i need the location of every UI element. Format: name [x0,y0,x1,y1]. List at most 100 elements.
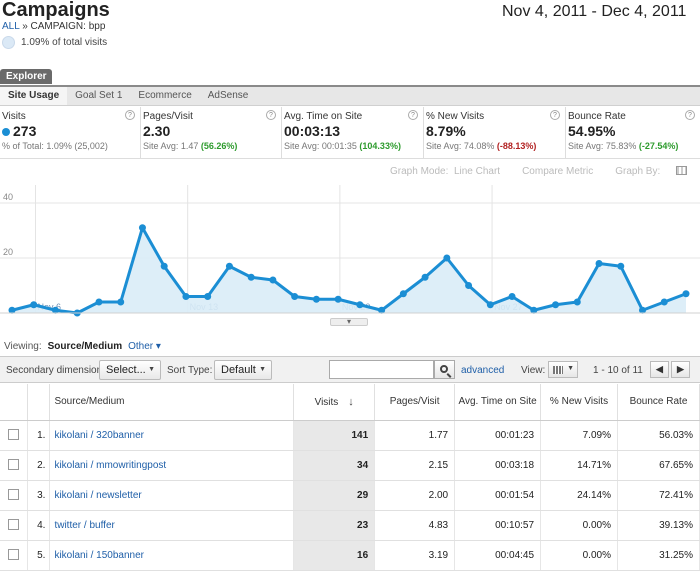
scorecard-value: 00:03:13 [284,123,341,139]
page-title: Campaigns [2,0,110,21]
scorecard-value: 273 [13,123,37,139]
pie-icon [2,36,15,49]
calendar-grid-icon[interactable] [676,166,687,175]
cell-visits: 34 [293,450,376,481]
row-checkbox[interactable] [8,519,20,531]
col-header-bounce-rate[interactable]: Bounce Rate [617,384,700,421]
cell-visits: 141 [293,420,376,451]
help-icon[interactable]: ? [408,110,418,120]
sort-type-select[interactable]: Default ▼ [214,360,272,380]
data-point [291,293,299,300]
cell-avg-time: 00:10:57 [454,510,542,541]
tab-explorer[interactable]: Explorer [0,69,52,84]
scorecard-label: Visits [2,111,26,122]
data-point [225,262,233,270]
data-point [660,298,668,306]
breadcrumb-all-link[interactable]: ALL [2,21,20,32]
row-source-link[interactable]: kikolani / newsletter [54,489,142,501]
table-search-input[interactable] [329,360,434,379]
viewing-label: Viewing: [4,341,42,352]
row-source-link[interactable]: kikolani / 150banner [54,549,144,561]
row-checkbox[interactable] [8,459,20,471]
date-range-picker[interactable]: Nov 4, 2011 - Dec 4, 2011 [502,3,686,21]
row-source-link[interactable]: kikolani / 320banner [54,429,144,441]
date-start: Nov 4, 2011 [502,3,588,20]
data-point [334,295,342,303]
next-page-button[interactable]: ▶ [671,361,690,378]
scorecard-label: Avg. Time on Site [284,111,363,122]
data-point [30,301,38,309]
help-icon[interactable]: ? [550,110,560,120]
table-row: 1. kikolani / 320banner 141 1.77 00:01:23 7.0… [0,420,700,451]
scorecard-avg-time[interactable]: Avg. Time on Site 00:03:13 Site Avg: 00:… [282,107,424,158]
col-header-source-medium[interactable]: Source/Medium [49,384,295,421]
scorecard-delta: (104.33%) [359,141,401,151]
data-point [8,306,16,314]
table-row: 2. kikolani / mmowritingpost 34 2.15 00:03:1… [0,450,700,481]
line-chart-option[interactable]: Line Chart [453,166,501,177]
row-checkbox[interactable] [8,489,20,501]
col-header-pages-visit[interactable]: Pages/Visit [374,384,456,421]
data-point [51,306,59,314]
data-point [204,293,212,300]
row-checkbox[interactable] [8,429,20,441]
cell-bounce-rate: 39.13% [617,510,700,541]
scorecard-pages-visit[interactable]: Pages/Visit 2.30 Site Avg: 1.47 (56.26%)… [141,107,282,158]
secondary-dimension-select[interactable]: Select... ▼ [99,360,161,380]
subtab-site-usage[interactable]: Site Usage [0,87,68,105]
scorecard-sub: Site Avg: 1.47 [143,141,199,151]
scorecard-bounce-rate[interactable]: Bounce Rate 54.95% Site Avg: 75.83% (-27… [566,107,700,158]
scorecard-sub: Site Avg: 00:01:35 [284,141,357,151]
col-header-visits[interactable]: Visits ↓ [293,384,376,421]
cell-visits: 16 [293,540,376,571]
search-button[interactable] [434,360,455,379]
pagination-text: 1 - 10 of 11 [593,365,643,376]
scorecard-visits[interactable]: Visits 273 % of Total: 1.09% (25,002) ? [0,107,141,158]
scorecard-sub: % of Total: 1.09% (25,002) [2,141,108,151]
row-checkbox[interactable] [8,549,20,561]
view-type-button[interactable]: ▼ [548,361,578,378]
breadcrumb-current: » CAMPAIGN: bpp [22,21,106,32]
cell-new-visits: 14.71% [540,450,618,481]
subtab-goal-set-1[interactable]: Goal Set 1 [75,90,123,101]
prev-page-button[interactable]: ◀ [650,361,669,378]
data-point [617,262,625,270]
dimension-other-dropdown[interactable]: Other ▾ [128,341,161,352]
x-tick-label: Nov 6 [37,302,61,312]
data-point [595,260,603,267]
y-tick-label: 40 [3,192,13,202]
scorecard-label: % New Visits [426,111,485,122]
help-icon[interactable]: ? [685,110,695,120]
graph-mode-label: Graph Mode: Line Chart [390,166,501,177]
data-point [378,306,386,314]
data-point [552,301,560,309]
row-source-link[interactable]: kikolani / mmowritingpost [54,459,167,471]
cell-avg-time: 00:01:54 [454,480,542,511]
help-icon[interactable]: ? [266,110,276,120]
chart-collapse-handle[interactable]: ▾ [330,318,368,326]
advanced-filter-link[interactable]: advanced [461,365,505,376]
graph-by-label: Graph By: [615,166,661,177]
subtab-ecommerce[interactable]: Ecommerce [138,90,192,101]
compare-metric-button[interactable]: Compare Metric [522,166,594,177]
col-header-new-visits[interactable]: % New Visits [540,384,618,421]
series-line [11,226,687,315]
series-dot-icon [2,128,10,136]
viewing-row: Viewing: Source/Medium Other ▾ [4,341,161,352]
cell-new-visits: 0.00% [540,510,618,541]
cell-visits: 29 [293,480,376,511]
cell-new-visits: 7.09% [540,420,618,451]
scorecard-delta: (-27.54%) [638,141,679,151]
help-icon[interactable]: ? [125,110,135,120]
table-header-row: Source/Medium Visits ↓ Pages/Visit Avg. T… [0,384,700,421]
row-source-link[interactable]: twitter / buffer [54,519,115,531]
cell-avg-time: 00:03:18 [454,450,542,481]
subtab-adsense[interactable]: AdSense [207,90,249,101]
cell-pages-visit: 1.77 [374,420,456,451]
cell-avg-time: 00:01:23 [454,420,542,451]
col-header-avg-time[interactable]: Avg. Time on Site [454,384,542,421]
scorecard-value: 2.30 [143,123,171,139]
dimension-source-medium[interactable]: Source/Medium [47,341,123,352]
scorecard-new-visits[interactable]: % New Visits 8.79% Site Avg: 74.08% (-88… [424,107,566,158]
y-tick-label: 20 [3,247,13,257]
